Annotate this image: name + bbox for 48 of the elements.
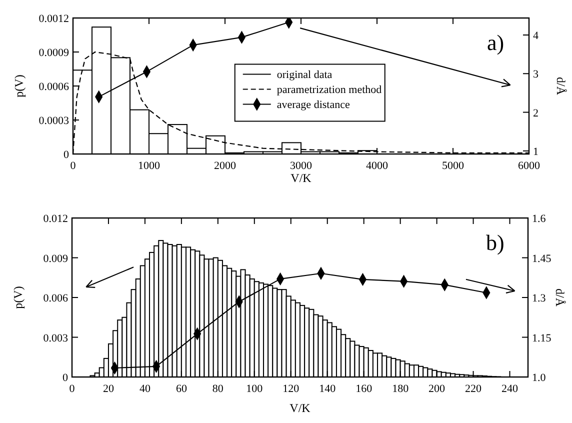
x-tick-label: 80 [212,383,224,395]
x-tick-label: 20 [102,383,114,395]
legend-label: original data [276,69,332,82]
x-axis-title: V/K [290,401,311,415]
y2-tick-label: 1.0 [532,372,546,384]
annotation: a) [487,30,504,55]
y2-tick-label: 1.45 [532,252,552,265]
y-axis-title: p(V) [11,286,25,309]
y2-tick-label: 1.15 [532,332,552,344]
x-tick-label: 40 [139,383,151,395]
y-tick-label: 0.0009 [38,47,70,59]
y2-tick-label: 1.6 [532,213,546,225]
y2-tick-label: 1.3 [532,292,546,304]
x-tick-label: 5000 [442,160,464,172]
y-tick-label: 0.0003 [38,115,70,127]
y-tick-label: 0 [62,372,68,384]
y-tick-label: 0.0006 [38,81,70,93]
y-tick-label: 0.012 [43,213,68,225]
y-tick-label: 0.003 [43,332,68,344]
x-tick-label: 120 [282,383,300,395]
x-tick-label: 60 [176,383,188,395]
x-tick-label: 4000 [366,160,388,172]
x-tick-label: 2000 [214,160,236,172]
annotation: b) [486,230,504,255]
y2-tick-label: 3 [533,68,539,81]
x-tick-label: 1000 [138,160,160,172]
y-tick-label: 0.0012 [38,13,69,25]
legend-label: parametrization method [276,84,382,96]
x-tick-label: 6000 [518,160,540,172]
x-tick-label: 140 [319,383,336,395]
x-tick-label: 160 [356,383,373,395]
y2-tick-label: 4 [533,30,539,42]
x-tick-label: 240 [502,383,519,395]
y2-axis-title: d/Å [554,77,568,96]
y-axis-title: p(V) [12,74,26,98]
y-tick-label: 0 [64,149,70,161]
y-tick-label: 0.006 [43,292,68,304]
x-axis-title: V/K [290,171,312,185]
x-tick-label: 220 [465,383,482,395]
x-tick-label: 100 [246,383,264,395]
x-tick-label: 3000 [290,160,312,172]
y2-tick-label: 1 [533,146,538,158]
y2-axis-title: d/Å [553,288,567,307]
y-tick-label: 0.009 [43,252,68,265]
legend-label: average distance [276,99,350,112]
x-tick-label: 200 [428,383,446,395]
y2-tick-label: 2 [533,107,538,120]
x-tick-label: 180 [392,383,410,395]
